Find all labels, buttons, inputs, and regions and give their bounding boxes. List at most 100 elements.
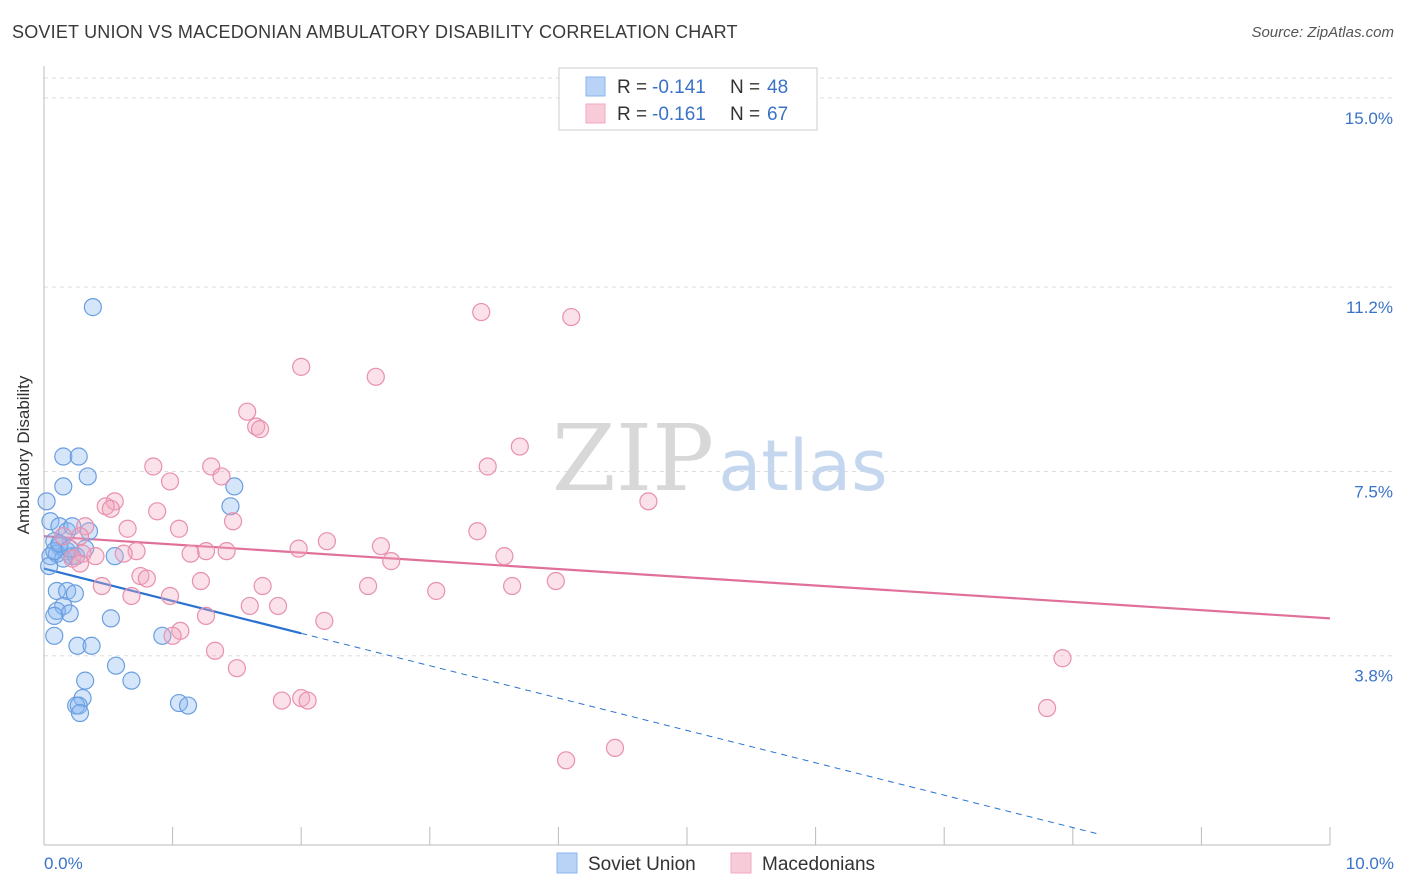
point-macedonians bbox=[70, 554, 90, 573]
legend-n-label: N = bbox=[730, 104, 760, 125]
point-macedonians bbox=[427, 581, 446, 601]
axis-layer: 3.8% 7.5% 11.2% 15.0% 0.0% 10.0% bbox=[43, 66, 1394, 873]
point-soviet-union bbox=[76, 671, 95, 690]
point-macedonians bbox=[315, 611, 334, 630]
point-macedonians bbox=[196, 606, 216, 625]
point-macedonians bbox=[292, 357, 311, 376]
point-macedonians bbox=[212, 467, 231, 486]
legend-bottom: Soviet Union Macedonians bbox=[556, 852, 875, 875]
point-macedonians bbox=[289, 539, 308, 558]
point-macedonians bbox=[238, 402, 257, 421]
point-macedonians bbox=[546, 571, 565, 591]
trendline-soviet-union-extrapolated bbox=[301, 632, 1099, 835]
point-macedonians bbox=[358, 576, 378, 596]
y-tick-label: 3.8% bbox=[1354, 667, 1393, 686]
point-macedonians bbox=[54, 527, 73, 546]
legend-swatch bbox=[585, 103, 606, 124]
legend-swatch-bottom bbox=[730, 852, 752, 874]
point-macedonians bbox=[562, 307, 581, 327]
point-macedonians bbox=[114, 544, 133, 563]
point-soviet-union bbox=[70, 703, 90, 723]
point-macedonians bbox=[1053, 649, 1072, 668]
point-macedonians bbox=[217, 542, 236, 561]
point-macedonians bbox=[253, 576, 272, 596]
point-macedonians bbox=[472, 302, 491, 322]
point-soviet-union bbox=[54, 447, 73, 466]
point-macedonians bbox=[92, 576, 111, 596]
x-tick-label: 0.0% bbox=[44, 854, 83, 873]
legend-r-label: R = bbox=[617, 77, 647, 98]
point-soviet-union bbox=[37, 492, 56, 511]
point-macedonians bbox=[382, 552, 401, 571]
trendline-soviet-union bbox=[43, 567, 302, 635]
point-macedonians bbox=[137, 569, 156, 588]
point-macedonians bbox=[468, 522, 487, 541]
y-tick-label: 15.0% bbox=[1345, 109, 1393, 128]
point-macedonians bbox=[118, 519, 137, 538]
y-tick-label: 11.2% bbox=[1346, 298, 1393, 317]
point-soviet-union bbox=[221, 497, 240, 516]
point-macedonians bbox=[148, 502, 167, 521]
point-macedonians bbox=[101, 499, 120, 518]
point-macedonians bbox=[1037, 698, 1057, 718]
point-macedonians bbox=[250, 420, 270, 439]
point-soviet-union bbox=[69, 447, 88, 466]
point-macedonians bbox=[510, 437, 529, 456]
watermark-zip: ZIP bbox=[552, 405, 714, 512]
point-macedonians bbox=[163, 626, 182, 645]
point-macedonians bbox=[371, 537, 391, 556]
legend-swatch-bottom bbox=[556, 852, 578, 874]
legend-n-label: N = bbox=[730, 77, 760, 98]
point-soviet-union bbox=[60, 604, 79, 623]
point-macedonians bbox=[70, 527, 90, 546]
point-macedonians bbox=[144, 457, 163, 476]
point-soviet-union bbox=[47, 581, 66, 601]
point-macedonians bbox=[639, 492, 658, 511]
point-macedonians bbox=[205, 641, 225, 660]
points-layer bbox=[37, 298, 1072, 770]
point-macedonians bbox=[503, 576, 522, 596]
legend-series-label: Soviet Union bbox=[588, 854, 696, 875]
point-soviet-union bbox=[65, 584, 84, 603]
legend-top: R = -0.141 N = 48 R = -0.161 N = 67 bbox=[558, 67, 818, 131]
legend-series-label: Macedonians bbox=[762, 854, 875, 875]
legend-r-value: -0.141 bbox=[652, 77, 706, 98]
point-macedonians bbox=[317, 532, 337, 551]
point-soviet-union bbox=[54, 477, 73, 496]
legend-n-value: 48 bbox=[767, 77, 788, 98]
point-macedonians bbox=[223, 512, 243, 531]
point-macedonians bbox=[160, 472, 180, 491]
point-macedonians bbox=[240, 596, 259, 616]
point-soviet-union bbox=[45, 606, 64, 625]
point-soviet-union bbox=[101, 609, 120, 628]
point-soviet-union bbox=[45, 626, 64, 645]
point-macedonians bbox=[605, 738, 625, 757]
point-soviet-union bbox=[78, 467, 97, 486]
grid-layer bbox=[44, 77, 1394, 657]
chart-title: SOVIET UNION VS MACEDONIAN AMBULATORY DI… bbox=[12, 22, 738, 42]
point-macedonians bbox=[76, 517, 95, 536]
point-soviet-union bbox=[69, 696, 88, 715]
point-soviet-union bbox=[68, 636, 87, 655]
x-tick-label: 10.0% bbox=[1346, 854, 1394, 873]
trend-layer bbox=[43, 535, 1331, 835]
point-macedonians bbox=[191, 571, 210, 591]
legend-r-label: R = bbox=[617, 104, 647, 125]
point-macedonians bbox=[298, 691, 317, 710]
point-macedonians bbox=[272, 691, 292, 710]
point-macedonians bbox=[160, 586, 180, 606]
point-macedonians bbox=[268, 596, 288, 616]
point-macedonians bbox=[557, 751, 576, 770]
point-soviet-union bbox=[178, 696, 198, 715]
point-soviet-union bbox=[106, 656, 126, 675]
source-label: Source: ZipAtlas.com bbox=[1251, 24, 1394, 41]
watermark: ZIP atlas bbox=[552, 405, 888, 512]
point-macedonians bbox=[366, 367, 385, 386]
point-macedonians bbox=[196, 542, 216, 561]
point-soviet-union bbox=[82, 636, 101, 655]
point-macedonians bbox=[495, 547, 514, 566]
point-macedonians bbox=[478, 457, 497, 476]
point-soviet-union bbox=[122, 671, 141, 690]
legend-n-value: 67 bbox=[767, 104, 788, 125]
